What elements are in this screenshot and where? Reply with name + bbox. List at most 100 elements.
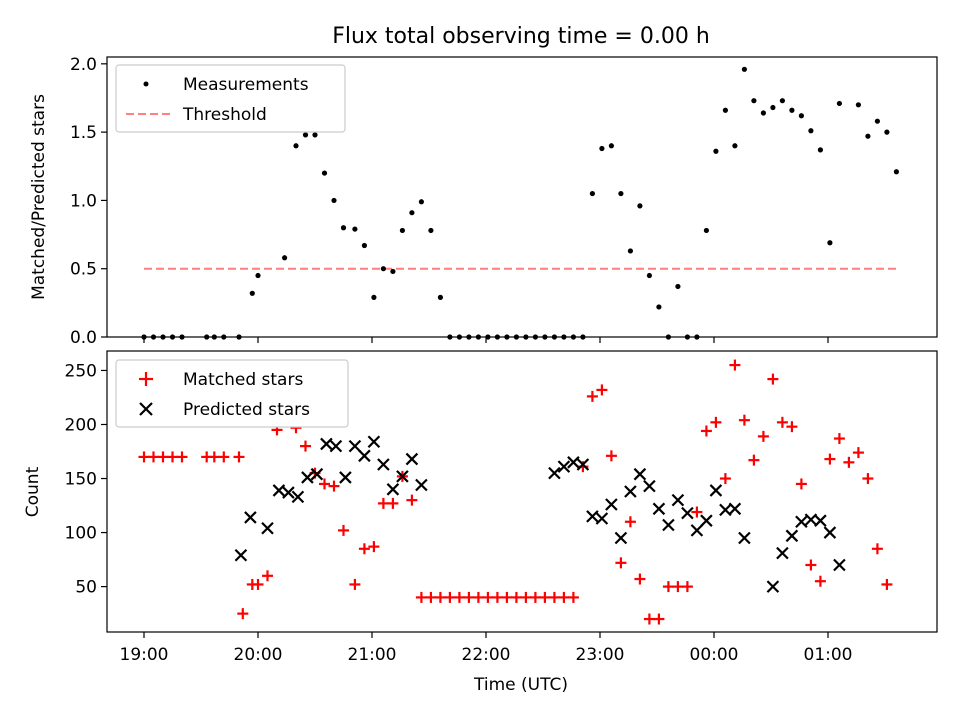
measurement-point (665, 334, 672, 340)
measurement-point (893, 169, 900, 175)
legend-matched-marker (139, 372, 153, 386)
measurement-point (352, 226, 358, 232)
matched-star-point (237, 608, 249, 620)
matched-star-point (852, 447, 864, 459)
measurement-point (694, 334, 700, 340)
count-y-axis: 50 100 150 200 250 (65, 361, 107, 598)
measurement-point (741, 66, 748, 72)
matched-star-point (767, 373, 779, 385)
predicted-star-point (310, 467, 324, 481)
ratio-y-tick-label: 2.0 (70, 55, 97, 75)
predicted-star-point (567, 456, 580, 469)
count-y-tick-label: 250 (65, 361, 97, 381)
predicted-star-point (576, 458, 590, 471)
predicted-star-point (272, 484, 286, 497)
measurement-point (456, 334, 462, 340)
matched-star-point (567, 591, 579, 603)
measurement-point (675, 283, 681, 290)
predicted-star-point (282, 486, 295, 499)
matched-star-point (871, 543, 883, 555)
measurement-point (418, 199, 424, 205)
measurement-point (399, 227, 405, 234)
measurement-point (855, 102, 862, 108)
matched-star-point (406, 494, 418, 506)
measurement-point (817, 147, 824, 153)
matched-star-point (482, 591, 494, 603)
matched-star-point (233, 451, 245, 463)
matched-star-point (434, 591, 446, 603)
matched-star-point (662, 581, 674, 593)
predicted-star-point (586, 510, 599, 523)
measurement-point (361, 242, 367, 249)
matched-star-point (463, 591, 475, 603)
predicted-star-point (358, 449, 371, 463)
predicted-star-point (776, 546, 789, 560)
matched-star-point (444, 591, 456, 603)
predicted-points (234, 435, 846, 593)
measurement-point (523, 334, 529, 340)
ratio-y-axis: 0.0 0.5 1.0 1.5 2.0 (70, 55, 107, 348)
predicted-star-point (301, 471, 314, 484)
measurement-point (646, 272, 653, 279)
measurement-point (249, 290, 255, 296)
matched-star-point (252, 578, 264, 590)
measurement-point (428, 227, 434, 234)
ratio-y-tick-label: 1.5 (70, 123, 97, 143)
measurement-point (798, 113, 805, 119)
count-y-tick-label: 100 (65, 524, 97, 544)
legend-measurements-label: Measurements (183, 75, 309, 95)
measurement-point (160, 334, 166, 340)
matched-star-point (338, 524, 349, 536)
x-axis-label: Time (UTC) (473, 675, 568, 695)
predicted-star-point (785, 529, 799, 543)
measurement-point (732, 143, 738, 149)
x-tick-label: 20:00 (234, 645, 283, 665)
matched-star-point (653, 613, 665, 625)
measurement-point (380, 266, 386, 272)
count-legend-box (115, 359, 349, 428)
measurement-point (409, 210, 415, 216)
measurement-point (608, 143, 615, 149)
matched-star-point (776, 416, 788, 428)
measurement-point (580, 334, 586, 340)
predicted-star-point (643, 479, 656, 493)
measurement-point (627, 248, 634, 254)
measurement-point (504, 334, 510, 340)
measurement-point (532, 334, 539, 340)
matched-star-point (814, 575, 826, 587)
legend-predicted-marker (139, 402, 153, 416)
matched-star-point (786, 421, 798, 433)
ratio-legend: Measurements Threshold (115, 64, 346, 133)
matched-star-point (176, 451, 188, 463)
predicted-star-point (605, 498, 618, 511)
measurement-point (713, 148, 719, 154)
matched-star-point (377, 497, 389, 509)
measurement-point (760, 110, 767, 116)
matched-star-point (558, 591, 570, 603)
predicted-star-point (624, 485, 637, 498)
matched-star-point (501, 591, 513, 603)
predicted-star-point (595, 512, 609, 525)
measurement-point (204, 334, 210, 340)
measurement-point (331, 197, 337, 204)
count-y-tick-label: 200 (65, 415, 97, 435)
matched-star-point (634, 573, 646, 585)
measurement-point (770, 104, 776, 111)
matched-star-point (358, 543, 370, 555)
measurement-point (150, 334, 157, 340)
measurement-point (447, 334, 453, 340)
matched-star-point (520, 591, 532, 603)
measurement-point (865, 133, 871, 139)
matched-star-point (710, 416, 722, 428)
count-x-axis: 19:00 20:00 21:00 22:00 23:00 00:00 01:00 (120, 632, 853, 665)
matched-star-point (548, 591, 560, 603)
measurement-points (141, 66, 900, 340)
measurement-point (703, 227, 710, 234)
x-tick-label: 21:00 (348, 645, 397, 665)
measurement-point (779, 98, 786, 104)
measurement-point (874, 118, 881, 124)
count-panel: 50 100 150 200 250 19:00 20:00 21:00 22:00 23:00… (23, 350, 938, 695)
ratio-y-tick-label: 0.5 (70, 260, 97, 280)
matched-star-point (748, 454, 760, 466)
legend-measurements-marker (143, 81, 149, 87)
